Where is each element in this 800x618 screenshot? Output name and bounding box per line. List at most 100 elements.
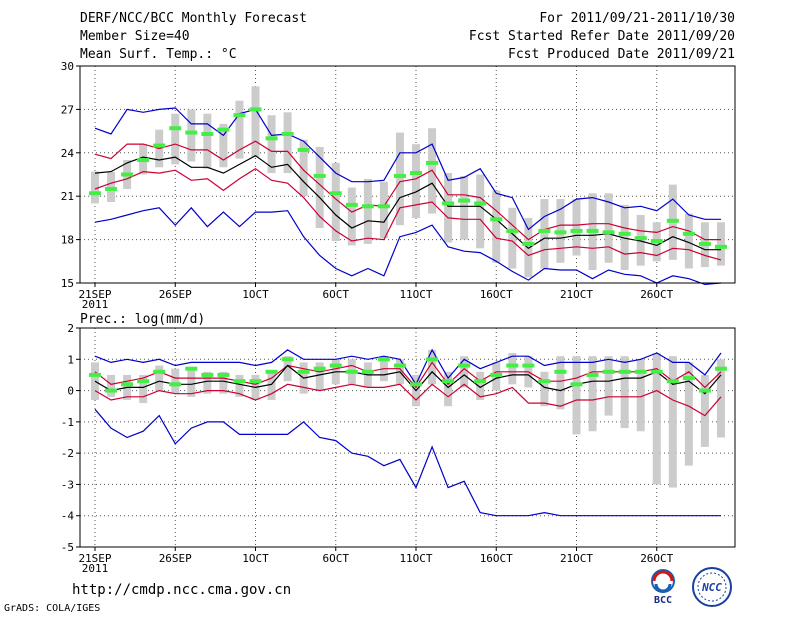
temp-member-box xyxy=(363,178,372,244)
prec-member-box xyxy=(219,371,228,394)
temp-median-marker xyxy=(169,126,182,131)
temp-member-box xyxy=(315,147,324,229)
prec-member-box xyxy=(428,349,437,385)
temp-ytick-label: 30 xyxy=(61,60,74,73)
temp-member-box xyxy=(476,174,485,249)
prec-member-box xyxy=(572,356,581,435)
prec-ytick-label: -2 xyxy=(61,447,74,460)
temp-member-box xyxy=(91,171,99,204)
prec-xtick-sublabel: 2011 xyxy=(82,562,109,575)
temp-median-marker xyxy=(698,241,711,246)
temp-median-marker xyxy=(185,130,198,135)
temp-median-marker xyxy=(634,236,647,241)
temp-member-box xyxy=(107,171,116,202)
temp-member-box xyxy=(267,115,276,174)
bcc-logo-arc-red xyxy=(652,570,674,582)
temp-median-marker xyxy=(153,143,166,148)
temp-xtick-label: 26SEP xyxy=(159,288,192,301)
temp-member-box xyxy=(492,190,501,263)
ncc-logo-ring xyxy=(692,567,732,607)
temp-median-marker xyxy=(554,230,567,235)
ncc-logo: NCC xyxy=(692,567,732,607)
prec-xtick-label: 21OCT xyxy=(560,552,593,565)
temp-member-box xyxy=(395,132,404,226)
temp-median-marker xyxy=(89,191,101,196)
source-url[interactable]: http://cmdp.ncc.cma.gov.cn xyxy=(72,582,292,598)
temp-ytick-label: 27 xyxy=(61,103,74,116)
prec-median-marker xyxy=(249,379,262,384)
prec-ytick-label: -3 xyxy=(61,478,74,491)
prec-median-marker xyxy=(506,363,519,368)
temp-median-marker xyxy=(313,173,326,178)
temp-ytick-label: 18 xyxy=(61,234,74,247)
prec-median-marker xyxy=(586,372,599,377)
grads-credit: GrADS: COLA/IGES xyxy=(4,603,101,614)
temp-median-marker xyxy=(650,239,663,244)
prec-xtick-label: 26OCT xyxy=(640,552,673,565)
temp-median-marker xyxy=(602,230,615,235)
temp-line-lower xyxy=(94,167,722,261)
prec-median-marker xyxy=(233,379,246,384)
prec-member-box xyxy=(540,371,549,407)
prec-member-box xyxy=(444,371,453,407)
prec-member-box xyxy=(139,374,148,404)
member-size-label: Member Size=40 xyxy=(80,29,190,44)
temp-median-marker xyxy=(458,198,471,203)
temp-median-marker xyxy=(666,218,679,223)
prec-median-marker xyxy=(650,369,663,374)
prec-member-box xyxy=(267,371,276,400)
prec-member-box xyxy=(556,356,565,410)
prec-ytick-label: -1 xyxy=(61,416,74,429)
prec-member-box xyxy=(187,368,196,397)
temp-median-marker xyxy=(105,186,118,191)
prec-member-box xyxy=(460,356,469,388)
prec-member-box xyxy=(508,353,517,385)
temp-median-marker xyxy=(490,217,503,222)
prec-median-marker xyxy=(217,372,230,377)
temp-member-box xyxy=(219,123,228,168)
prec-member-box xyxy=(235,374,244,397)
temp-member-box xyxy=(604,193,613,263)
prec-plot-frame xyxy=(79,327,736,548)
prec-median-marker xyxy=(313,366,326,371)
temp-member-box xyxy=(716,222,725,266)
temp-member-box xyxy=(572,199,581,256)
prec-member-box xyxy=(620,356,629,429)
prec-member-box xyxy=(636,359,645,432)
prec-median-marker xyxy=(490,372,503,377)
temp-member-box xyxy=(283,112,292,174)
prec-member-box xyxy=(684,362,693,466)
temp-median-marker xyxy=(442,201,455,206)
temp-median-marker xyxy=(297,147,310,152)
prec-xtick-label: 6OCT xyxy=(323,552,350,565)
prec-xtick-label: 1OCT xyxy=(242,552,269,565)
temp-member-box xyxy=(347,187,356,246)
bcc-logo-arc-blue xyxy=(654,583,672,593)
prec-median-marker xyxy=(297,369,310,374)
prec-member-box xyxy=(604,356,613,416)
prec-median-marker xyxy=(634,369,647,374)
bcc-logo-text: BCC xyxy=(654,595,672,606)
temp-member-box xyxy=(540,199,549,269)
temp-ytick-label: 24 xyxy=(61,147,75,160)
temp-median-marker xyxy=(201,131,214,136)
temp-xtick-label: 26OCT xyxy=(640,288,673,301)
bcc-logo: BCC xyxy=(651,569,675,606)
prec-member-box xyxy=(171,368,180,394)
temp-member-box xyxy=(235,100,244,159)
prec-xtick-label: 26SEP xyxy=(159,552,192,565)
ncc-logo-text: NCC xyxy=(701,581,722,594)
prec-median-marker xyxy=(442,379,455,384)
temp-member-box xyxy=(412,144,420,218)
prec-median-marker xyxy=(377,357,390,362)
forecast-produced-date-label: Fcst Produced Date 2011/09/21 xyxy=(508,47,735,62)
prec-xtick-label: 16OCT xyxy=(480,552,513,565)
temp-member-box xyxy=(299,139,308,197)
temp-xtick-label: 21OCT xyxy=(560,288,593,301)
prec-median-marker xyxy=(714,366,727,371)
prec-line-mean xyxy=(94,364,722,395)
temp-plot-frame xyxy=(79,65,736,284)
prec-median-marker xyxy=(281,357,294,362)
variable-label: Mean Surf. Temp.: °C xyxy=(80,47,237,62)
